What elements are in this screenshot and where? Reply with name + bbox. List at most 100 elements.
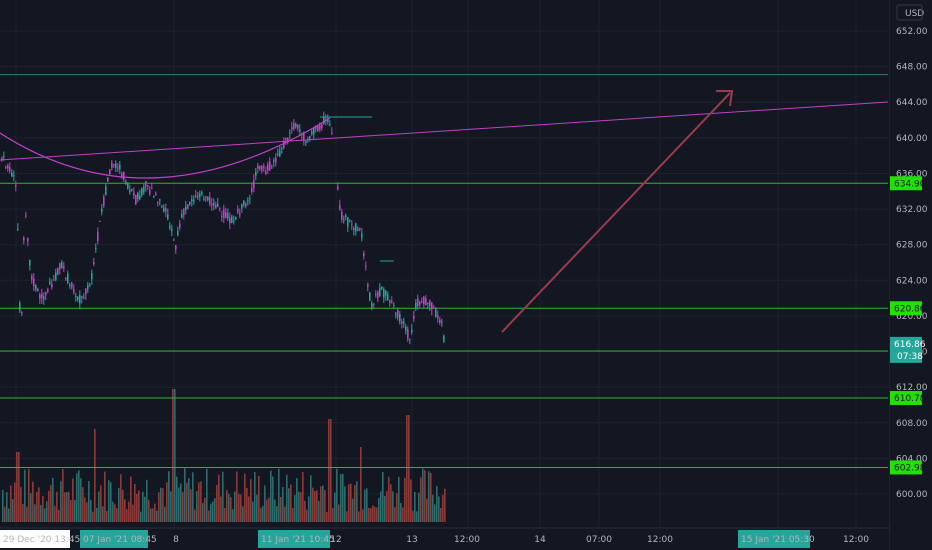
- volume-bar: [416, 511, 418, 522]
- candle-body: [365, 266, 367, 268]
- candle-body: [357, 228, 359, 232]
- candle-body: [135, 195, 137, 205]
- volume-bar: [314, 491, 316, 522]
- volume-bar: [276, 506, 278, 522]
- volume-bar: [46, 501, 48, 522]
- candle-body: [21, 312, 23, 314]
- volume-bar: [42, 496, 44, 522]
- candle-body: [15, 184, 17, 187]
- candle-body: [377, 292, 379, 299]
- candle-body: [199, 193, 201, 197]
- candle-body: [119, 164, 121, 170]
- candle-body: [423, 296, 425, 305]
- candle-body: [351, 223, 353, 225]
- volume-bar: [374, 506, 376, 522]
- candle-body: [49, 281, 51, 285]
- time-tick-label: 12: [330, 535, 341, 545]
- candle-body: [103, 196, 105, 206]
- crosshair-time-label: 11 Jan '21 10:45: [261, 535, 335, 545]
- candle-body: [315, 125, 317, 129]
- volume-bar: [408, 415, 410, 522]
- candle-body: [45, 292, 47, 295]
- candle-body: [107, 177, 109, 182]
- candle-body: [209, 197, 211, 205]
- volume-bars: [2, 389, 446, 522]
- volume-bar: [198, 482, 200, 522]
- candle-body: [63, 266, 65, 269]
- candle-body: [71, 282, 73, 288]
- horizontal-levels[interactable]: [0, 74, 888, 468]
- volume-bar: [150, 508, 152, 522]
- candle-body: [239, 213, 241, 216]
- candle-body: [235, 217, 237, 220]
- candle-body: [57, 268, 59, 275]
- candle-body: [375, 293, 377, 295]
- candle-body: [303, 132, 305, 141]
- candle-body: [349, 220, 351, 222]
- level-price-label: 620.86: [894, 304, 926, 314]
- price-tick-label: 648.00: [896, 63, 928, 73]
- candle-body: [231, 216, 233, 223]
- volume-bar: [288, 488, 290, 522]
- time-tick-label: 8: [173, 535, 179, 545]
- candle-body: [371, 303, 373, 308]
- candles: [1, 111, 445, 345]
- candle-body: [219, 207, 221, 209]
- level-price-label: 610.78: [894, 394, 926, 404]
- price-tick-label: 600.00: [896, 490, 928, 500]
- candle-body: [161, 206, 163, 208]
- trend-arrow-drawing[interactable]: [501, 90, 734, 333]
- candle-body: [347, 217, 349, 227]
- volume-bar: [84, 497, 86, 522]
- candle-body: [363, 253, 365, 257]
- candle-body: [213, 203, 215, 206]
- volume-bar: [292, 508, 294, 522]
- candle-body: [29, 259, 31, 266]
- candle-body: [255, 171, 257, 176]
- volume-bar: [440, 507, 442, 522]
- volume-bar: [56, 491, 58, 522]
- volume-bar: [40, 505, 42, 522]
- volume-bar: [286, 474, 288, 522]
- candle-body: [321, 124, 323, 129]
- candle-body: [7, 165, 9, 169]
- volume-bar: [54, 505, 56, 522]
- volume-bar: [88, 481, 90, 522]
- volume-bar: [354, 485, 356, 522]
- price-axis[interactable]: USD 652.00 648.00 644.00 640.00 636.00 632.00 6…: [890, 0, 932, 550]
- volume-bar: [38, 487, 40, 522]
- volume-bar: [414, 492, 416, 522]
- volume-bar: [282, 486, 284, 522]
- volume-bar: [346, 511, 348, 522]
- volume-bar: [266, 499, 268, 522]
- price-tick-label: 644.00: [896, 98, 928, 108]
- candle-body: [225, 212, 227, 219]
- candle-body: [249, 198, 251, 200]
- volume-bar: [184, 468, 186, 522]
- candle-body: [435, 309, 437, 317]
- candle-body: [109, 169, 111, 175]
- volume-bar: [10, 485, 12, 522]
- candle-body: [189, 201, 191, 205]
- volume-bar: [366, 488, 368, 522]
- volume-bar: [58, 509, 60, 522]
- candle-body: [111, 162, 113, 168]
- candle-body: [281, 148, 283, 150]
- candle-body: [337, 186, 339, 189]
- volume-bar: [136, 493, 138, 522]
- volume-bar: [328, 419, 330, 522]
- volume-bar: [110, 482, 112, 522]
- candle-body: [113, 164, 115, 166]
- volume-bar: [350, 483, 352, 522]
- cup-curve-drawing[interactable]: [0, 101, 889, 262]
- candle-body: [263, 166, 265, 168]
- candle-body: [283, 141, 285, 149]
- volume-bar: [164, 506, 166, 522]
- volume-bar: [428, 471, 430, 522]
- candle-body: [391, 300, 393, 302]
- volume-bar: [262, 505, 264, 522]
- volume-bar: [192, 472, 194, 522]
- level-price-box: [890, 176, 922, 191]
